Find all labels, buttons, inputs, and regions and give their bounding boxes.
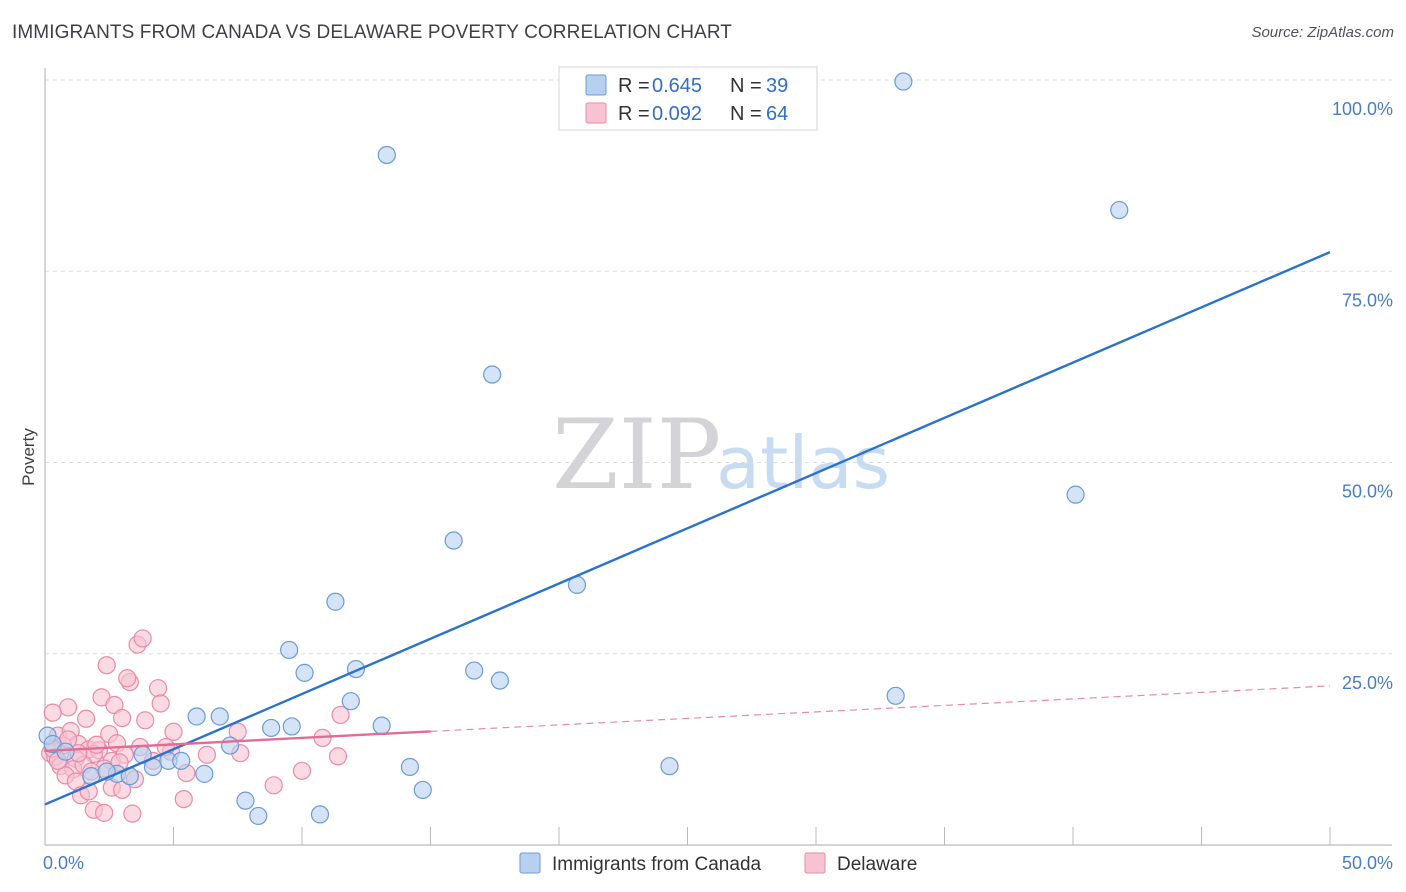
legend-n-value-canada: 39 — [766, 75, 788, 97]
point-blue-19 — [372, 716, 391, 735]
legend-n-value-delaware: 64 — [766, 103, 788, 125]
point-blue-8 — [280, 640, 299, 660]
point-pink-53 — [112, 780, 132, 800]
point-blue-31 — [660, 757, 679, 776]
point-blue-15 — [187, 707, 206, 726]
point-pink-57 — [123, 804, 142, 823]
point-pink-14 — [331, 705, 350, 725]
trend-layer — [44, 251, 1331, 806]
point-pink-5 — [118, 669, 137, 688]
point-pink-36 — [328, 747, 348, 766]
point-blue-23 — [172, 751, 191, 770]
point-blue-4 — [1066, 485, 1085, 504]
point-blue-30 — [400, 757, 420, 777]
point-blue-14 — [886, 686, 905, 705]
point-blue-16 — [210, 707, 229, 726]
point-pink-49 — [264, 776, 283, 795]
series-legend-label-delaware: Delaware — [837, 854, 917, 875]
x-tick-label-50: 50.0% — [1342, 853, 1393, 873]
series-legend-swatch-delaware — [804, 852, 826, 874]
point-blue-1 — [894, 72, 913, 91]
point-blue-2 — [1110, 200, 1129, 220]
point-pink-12 — [112, 708, 132, 728]
point-pink-45 — [292, 761, 312, 780]
series-legend: Immigrants from Canada Delaware — [519, 852, 917, 875]
source-label: Source: ZipAtlas.com — [1251, 24, 1394, 41]
point-pink-3 — [148, 679, 168, 698]
y-tick-label-50: 50.0% — [1342, 482, 1393, 502]
point-pink-60 — [87, 735, 106, 754]
tick-label-layer: 25.0% 50.0% 75.0% 100.0% 0.0% 50.0% — [43, 99, 1393, 873]
y-tick-label-100: 100.0% — [1332, 99, 1393, 119]
point-pink-54 — [174, 789, 193, 809]
point-pink-11 — [77, 709, 96, 728]
point-blue-20 — [220, 736, 240, 755]
legend-n-label-delaware: N = — [730, 103, 762, 125]
y-tick-label-25: 25.0% — [1342, 673, 1393, 693]
legend-r-label-delaware: R = — [618, 103, 650, 125]
x-tick-label-0: 0.0% — [43, 853, 84, 873]
watermark-atlas: atlas — [716, 421, 890, 505]
point-blue-17 — [262, 718, 281, 738]
point-pink-1 — [133, 629, 152, 648]
legend-r-value-canada: 0.645 — [652, 75, 702, 97]
point-blue-7 — [326, 592, 345, 611]
point-blue-38 — [413, 780, 432, 800]
legend-r-label-canada: R = — [618, 75, 650, 97]
point-blue-37 — [310, 805, 330, 824]
trendline-pink — [44, 730, 431, 753]
legend-swatch-canada — [585, 74, 607, 96]
y-tick-label-75: 75.0% — [1342, 290, 1393, 310]
point-blue-18 — [282, 717, 301, 736]
trendline-blue — [44, 251, 1331, 806]
points-layer — [38, 72, 1129, 826]
trendline-extension-pink — [430, 685, 1331, 732]
legend-n-label-canada: N = — [730, 75, 762, 97]
point-pink-8 — [59, 698, 78, 717]
point-pink-2 — [97, 656, 116, 675]
point-pink-13 — [136, 711, 155, 730]
point-blue-0 — [377, 145, 396, 165]
point-pink-61 — [197, 745, 217, 764]
point-blue-5 — [444, 531, 463, 550]
point-pink-9 — [43, 703, 62, 722]
y-axis-title: Poverty — [19, 428, 38, 486]
point-blue-9 — [295, 663, 314, 682]
series-legend-label-canada: Immigrants from Canada — [552, 854, 762, 875]
point-pink-18 — [164, 722, 183, 741]
point-pink-10 — [151, 694, 170, 713]
point-blue-35 — [236, 791, 255, 810]
point-blue-36 — [249, 806, 268, 826]
chart-title: IMMIGRANTS FROM CANADA VS DELAWARE POVER… — [12, 22, 733, 43]
point-blue-13 — [341, 692, 360, 711]
watermark-zip: ZIP — [552, 399, 721, 511]
point-blue-25 — [195, 764, 214, 783]
point-blue-34 — [56, 742, 75, 761]
series-legend-swatch-canada — [519, 852, 541, 874]
point-pink-56 — [95, 803, 114, 822]
legend-swatch-delaware — [585, 102, 607, 124]
grid-layer — [45, 79, 1392, 655]
legend-r-value-delaware: 0.092 — [652, 103, 702, 125]
point-blue-12 — [490, 671, 509, 690]
point-blue-11 — [465, 661, 484, 680]
point-blue-3 — [483, 365, 502, 384]
stats-legend: R = 0.645 N = 39 R = 0.092 N = 64 — [558, 66, 818, 131]
